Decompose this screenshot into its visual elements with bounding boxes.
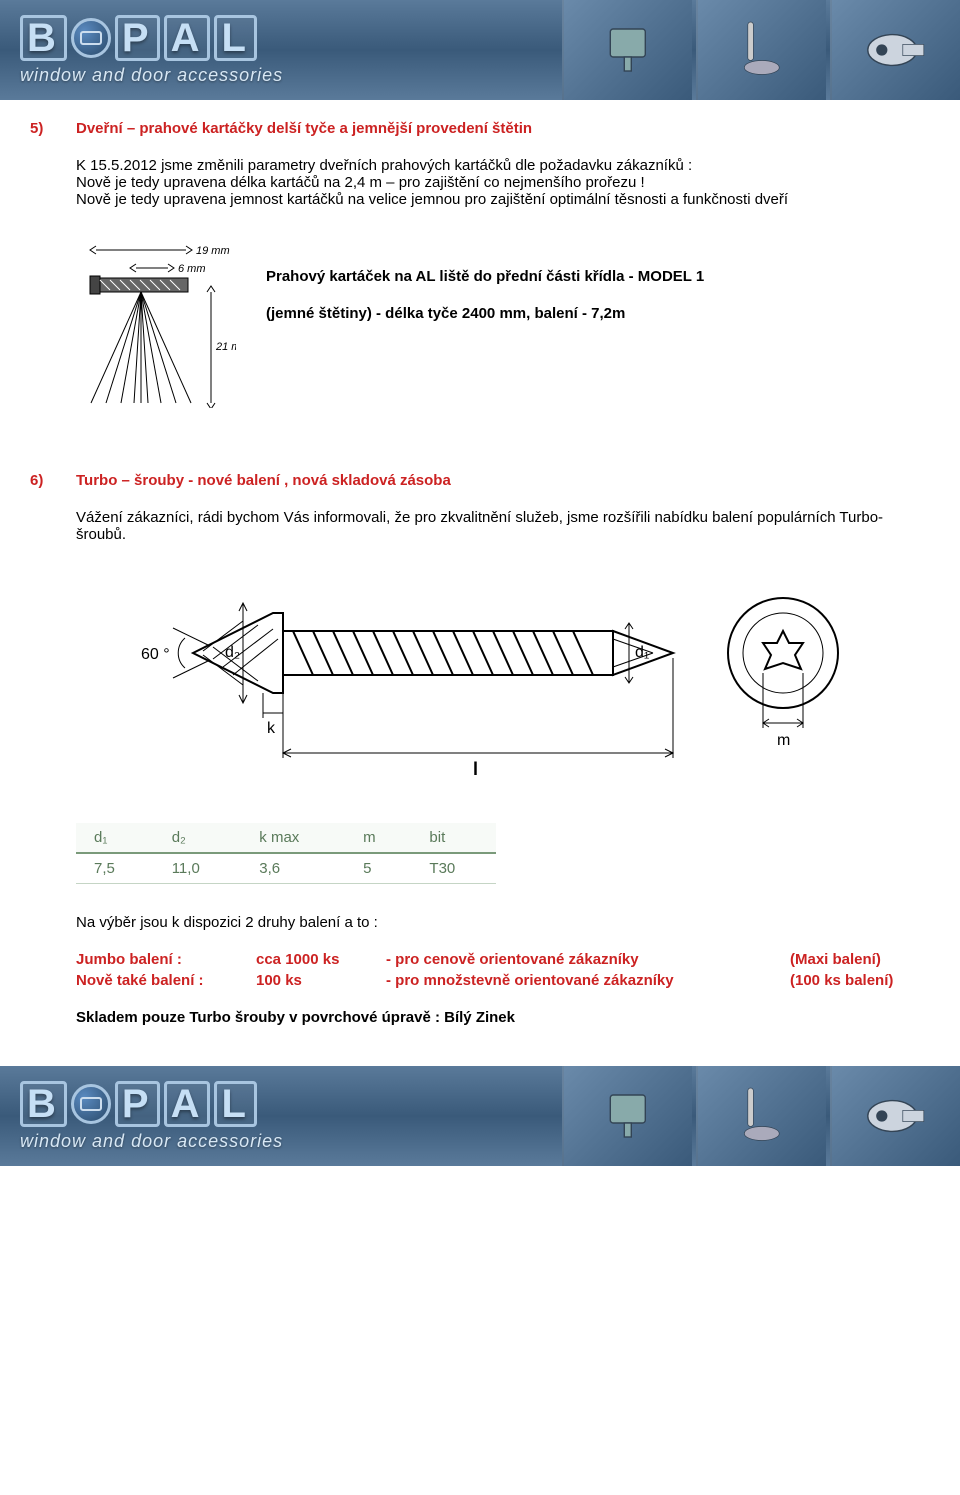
pack-name: Jumbo balení :	[76, 951, 256, 968]
section-5-figure-row: 19 mm 6 mm	[30, 238, 930, 412]
brand-logo: B P A L	[20, 1081, 283, 1127]
logo-letter: A	[164, 1081, 211, 1127]
brush-caption-sub: (jemné štětiny) - délka tyče 2400 mm, ba…	[266, 305, 930, 322]
dim-label: 19 mm	[196, 245, 230, 257]
logo-letter: B	[20, 1081, 67, 1127]
banner-product-tiles	[562, 1066, 960, 1166]
section-6-header: 6) Turbo – šrouby - nové balení , nová s…	[30, 472, 930, 489]
spec-table: d₁ d₂ k max m bit 7,5 11,0 3,6 5 T30	[76, 823, 496, 884]
section-6-num: 6)	[30, 472, 76, 489]
section-5-header: 5) Dveřní – prahové kartáčky delší tyče …	[30, 120, 930, 137]
col-header: k max	[241, 823, 345, 853]
brush-diagram: 19 mm 6 mm	[76, 238, 236, 412]
dim-label: 6 mm	[178, 263, 206, 275]
col-header: m	[345, 823, 411, 853]
section-5-line: Nově je tedy upravena jemnost kartáčků n…	[76, 191, 930, 208]
cell: T30	[411, 853, 496, 884]
logo-o-icon	[71, 1084, 111, 1124]
banner-product-tiles	[562, 0, 960, 100]
brand-block: B P A L window and door accessories	[20, 15, 283, 86]
pack-note: (100 ks balení)	[790, 972, 930, 989]
table-header-row: d₁ d₂ k max m bit	[76, 823, 496, 853]
dim-label: m	[777, 732, 790, 749]
logo-letter: B	[20, 15, 67, 61]
product-tile-icon	[830, 1066, 960, 1166]
col-header: d₂	[154, 823, 242, 853]
dim-label: k	[267, 720, 276, 737]
pack-qty: 100 ks	[256, 972, 386, 989]
product-tile-icon	[696, 0, 826, 100]
logo-letter: L	[214, 1081, 256, 1127]
cell: 11,0	[154, 853, 242, 884]
header-banner: B P A L window and door accessories	[0, 0, 960, 100]
product-tile-icon	[562, 0, 692, 100]
section-5-body: K 15.5.2012 jsme změnili parametry dveřn…	[30, 157, 930, 208]
dim-label: d₁	[635, 644, 649, 661]
dim-label: l	[473, 759, 478, 779]
pack-grid: Jumbo balení : cca 1000 ks - pro cenově …	[30, 951, 930, 989]
col-header: bit	[411, 823, 496, 853]
dim-label: 21 mm	[215, 341, 236, 353]
brand-tagline: window and door accessories	[20, 65, 283, 86]
brand-block: B P A L window and door accessories	[20, 1081, 283, 1152]
brand-tagline: window and door accessories	[20, 1131, 283, 1152]
cell: 5	[345, 853, 411, 884]
section-6-intro: Vážení zákazníci, rádi bychom Vás inform…	[30, 509, 930, 543]
cell: 3,6	[241, 853, 345, 884]
brush-caption-title: Prahový kartáček na AL liště do přední č…	[266, 268, 930, 285]
section-5-title: Dveřní – prahové kartáčky delší tyče a j…	[76, 120, 532, 137]
dim-label: d₂	[225, 644, 240, 661]
cell: 7,5	[76, 853, 154, 884]
pack-name: Nově také balení :	[76, 972, 256, 989]
product-tile-icon	[562, 1066, 692, 1166]
section-5-num: 5)	[30, 120, 76, 137]
screw-diagram: 60 ° d₂ k l d₁	[133, 573, 873, 793]
footer-banner: B P A L window and door accessories	[0, 1066, 960, 1166]
table-row: 7,5 11,0 3,6 5 T30	[76, 853, 496, 884]
stock-line: Skladem pouze Turbo šrouby v povrchové ú…	[30, 1009, 930, 1026]
pack-desc: - pro cenově orientované zákazníky	[386, 951, 790, 968]
logo-letter: P	[115, 1081, 160, 1127]
screw-diagram-wrap: 60 ° d₂ k l d₁	[30, 573, 930, 793]
pack-desc: - pro množstevně orientované zákazníky	[386, 972, 790, 989]
section-5-line: Nově je tedy upravena délka kartáčů na 2…	[76, 174, 930, 191]
logo-letter: L	[214, 15, 256, 61]
product-tile-icon	[696, 1066, 826, 1166]
pack-qty: cca 1000 ks	[256, 951, 386, 968]
col-header: d₁	[76, 823, 154, 853]
dim-label: 60 °	[141, 646, 170, 663]
choice-line: Na výběr jsou k dispozici 2 druhy balení…	[30, 914, 930, 931]
brand-logo: B P A L	[20, 15, 283, 61]
logo-letter: A	[164, 15, 211, 61]
section-5-line: K 15.5.2012 jsme změnili parametry dveřn…	[76, 157, 930, 174]
logo-o-icon	[71, 18, 111, 58]
section-6-title: Turbo – šrouby - nové balení , nová skla…	[76, 472, 451, 489]
pack-note: (Maxi balení)	[790, 951, 930, 968]
product-tile-icon	[830, 0, 960, 100]
logo-letter: P	[115, 15, 160, 61]
